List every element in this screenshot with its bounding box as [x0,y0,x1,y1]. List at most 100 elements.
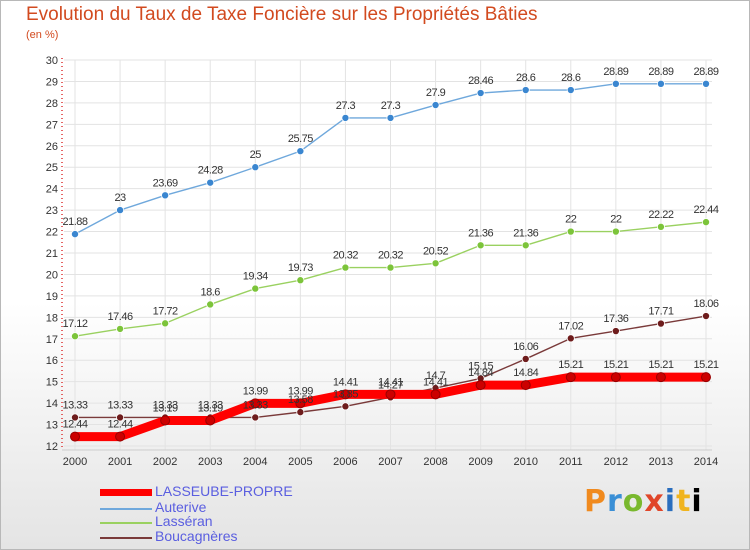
x-tick-label: 2001 [108,456,132,468]
axes: 12 13 14 15 16 17 18 19 20 21 22 23 24 25 26 27 28 29 30 20… [46,55,718,468]
legend-swatch [100,522,152,524]
x-tick-label: 2006 [333,456,357,468]
data-label: 20.32 [333,250,358,262]
data-point [566,227,575,236]
data-label: 14.41 [378,376,403,388]
data-point [611,79,620,88]
data-point [115,431,126,442]
data-point [565,372,576,383]
chart-title: Evolution du Taux de Taxe Foncière sur l… [26,4,538,25]
data-point [205,415,216,426]
data-label: 27.9 [426,87,446,99]
legend-label: Lasséran [155,513,213,529]
data-label: 14.84 [468,367,493,379]
data-label: 13.33 [243,399,268,411]
y-tick-label: 27 [46,119,58,131]
data-point [206,178,215,187]
data-label: 14.84 [513,367,538,379]
x-tick-label: 2005 [288,456,312,468]
data-label: 21.36 [468,227,493,239]
x-tick-label: 2004 [243,456,267,468]
data-label: 24.28 [198,165,223,177]
y-tick-label: 24 [46,184,58,196]
data-point [386,263,395,272]
data-label: 13.58 [288,394,313,406]
data-label: 17.12 [62,318,87,330]
y-tick-label: 30 [46,55,58,67]
data-label: 15.21 [603,359,628,371]
data-point [611,327,620,336]
y-tick-label: 25 [46,162,58,174]
data-point [655,372,666,383]
data-label: 14.27 [378,379,403,391]
data-point [702,312,711,321]
data-point [475,380,486,391]
data-point [566,334,575,343]
data-label: 13.33 [62,399,87,411]
data-label: 17.71 [648,306,673,318]
x-tick-label: 2009 [468,456,492,468]
data-label: 17.72 [153,305,178,317]
data-label: 13.33 [153,399,178,411]
data-label: 22 [565,214,577,226]
y-tick-label: 12 [46,441,58,453]
data-label: 13.19 [153,402,178,414]
y-tick-label: 20 [46,269,58,281]
data-label: 12.44 [62,419,87,431]
data-point [206,300,215,309]
data-point [520,380,531,391]
data-point [160,415,171,426]
data-label: 23.69 [153,177,178,189]
data-point [251,163,260,172]
data-point [521,86,530,95]
data-label: 28.46 [468,75,493,87]
data-label: 25.75 [288,133,313,145]
legend-label: LASSEUBE-PROPRE [155,483,293,499]
data-label: 20.32 [378,250,403,262]
data-point [385,389,396,400]
data-label: 13.99 [288,385,313,397]
y-tick-label: 16 [46,355,58,367]
x-tick-label: 2007 [378,456,402,468]
data-label: 12.44 [108,419,133,431]
data-label: 28.89 [693,66,718,78]
data-label: 21.36 [513,227,538,239]
data-label: 14.41 [333,376,358,388]
data-point [341,263,350,272]
y-tick-label: 23 [46,205,58,217]
x-tick-label: 2010 [513,456,537,468]
data-label: 19.73 [288,262,313,274]
legend-label: Boucagnères [155,528,238,544]
gridlines [64,59,712,450]
series-group [70,79,711,442]
y-tick-label: 22 [46,227,58,239]
data-point [341,113,350,122]
data-label: 15.21 [693,359,718,371]
data-label: 18.06 [693,298,718,310]
data-label: 19.34 [243,271,268,283]
data-label: 25 [250,149,262,161]
y-tick-label: 26 [46,141,58,153]
data-point [476,241,485,250]
data-point [702,218,711,227]
data-label: 28.89 [648,66,673,78]
data-point [521,354,530,363]
data-label: 17.02 [558,320,583,332]
data-label: 28.6 [516,72,536,84]
data-point [701,372,711,383]
data-label: 16.06 [513,341,538,353]
y-tick-label: 14 [46,398,58,410]
data-point [161,191,170,200]
data-point [251,413,260,422]
data-point [116,206,125,215]
data-point [386,113,395,122]
data-point [656,222,665,231]
data-point [295,398,306,409]
legend-swatch [100,537,152,539]
x-tick-label: 2013 [649,456,673,468]
data-label: 22.22 [648,209,673,221]
data-label: 17.46 [108,311,133,323]
data-point [71,332,80,341]
x-tick-label: 2002 [153,456,177,468]
